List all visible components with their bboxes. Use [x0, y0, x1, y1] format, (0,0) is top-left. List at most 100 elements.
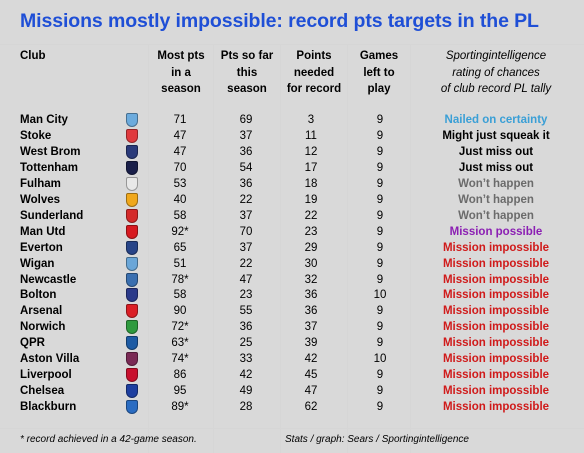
pts-so-far-value: 55 — [239, 305, 253, 318]
club-crest-cell — [120, 335, 144, 351]
table-row: Wigan 51 22 30 9 Mission impossible — [0, 256, 584, 272]
games-left-value: 9 — [376, 114, 384, 126]
header-games-left-line: Games — [359, 50, 399, 62]
rating-value: Just miss out — [458, 145, 534, 158]
sunderland-crest-icon — [126, 208, 138, 223]
most-pts-value: 90 — [173, 305, 187, 318]
club-name: Man Utd — [20, 225, 66, 238]
rating-value: Might just squeak it — [442, 129, 550, 142]
pts-so-far-value: 69 — [239, 114, 253, 126]
club-crest-cell — [120, 160, 144, 176]
most-pts-value: 47 — [173, 145, 187, 158]
header-rating-line: rating of chances — [452, 66, 540, 79]
grid-line — [280, 44, 281, 453]
games-left-value: 9 — [376, 177, 384, 190]
table-row: West Brom 47 36 12 9 Just miss out — [0, 144, 584, 160]
wolves-crest-icon — [126, 192, 138, 207]
header-pts-so-far: Pts so far this season — [214, 48, 280, 100]
most-pts-value: 89* — [171, 401, 189, 414]
points-needed-value: 22 — [304, 209, 318, 222]
pts-so-far-value: 36 — [239, 177, 253, 190]
aston-villa-crest-icon — [126, 352, 138, 367]
games-left-value: 9 — [376, 257, 384, 270]
pts-so-far-value: 22 — [239, 257, 253, 270]
header-games-left: Games left to play — [348, 48, 410, 100]
club-name: Wolves — [20, 193, 61, 206]
most-pts-value: 51 — [173, 257, 187, 270]
games-left-value: 9 — [376, 161, 384, 174]
rating-value: Mission impossible — [442, 353, 550, 366]
rating-value: Mission impossible — [442, 321, 550, 334]
club-crest-cell — [120, 272, 144, 288]
table-row: Newcastle 78* 47 32 9 Mission impossible — [0, 272, 584, 288]
points-needed-value: 17 — [304, 161, 318, 174]
most-pts-value: 92* — [171, 225, 189, 238]
points-needed-value: 39 — [304, 337, 318, 350]
points-needed-value: 36 — [304, 289, 318, 302]
points-needed-value: 32 — [304, 273, 318, 286]
rating-value: Mission impossible — [442, 273, 550, 286]
pts-so-far-value: 23 — [239, 289, 253, 302]
rating-value: Mission impossible — [442, 385, 550, 398]
pts-so-far-value: 54 — [239, 161, 253, 174]
table-row: Blackburn 89* 28 62 9 Mission impossible — [0, 399, 584, 415]
club-name: Man City — [20, 114, 68, 126]
header-pts-so-far-line: Pts so far — [220, 50, 274, 62]
points-needed-value: 42 — [304, 353, 318, 366]
man-city-crest-icon — [126, 113, 138, 127]
points-needed-value: 45 — [304, 369, 318, 382]
points-needed-value: 3 — [307, 114, 315, 126]
norwich-crest-icon — [126, 320, 138, 335]
rating-value: Mission impossible — [442, 241, 550, 254]
club-name: QPR — [20, 337, 45, 350]
club-crest-cell — [120, 399, 144, 415]
points-needed-value: 23 — [304, 225, 318, 238]
games-left-value: 9 — [376, 209, 384, 222]
club-name: Everton — [20, 241, 63, 254]
most-pts-value: 78* — [171, 273, 189, 286]
rating-value: Mission impossible — [442, 257, 550, 270]
club-crest-cell — [120, 144, 144, 160]
rating-value: Won’t happen — [458, 209, 534, 222]
tottenham-crest-icon — [126, 160, 138, 175]
rating-value: Just miss out — [458, 161, 534, 174]
most-pts-value: 47 — [173, 129, 187, 142]
games-left-value: 10 — [373, 289, 387, 302]
grid-line — [347, 44, 348, 453]
header-points-needed-line: for record — [286, 83, 342, 95]
rating-value: Mission possible — [449, 225, 543, 238]
pts-so-far-value: 70 — [239, 225, 253, 238]
club-name: Blackburn — [20, 401, 77, 414]
most-pts-value: 95 — [173, 385, 187, 398]
table-row: QPR 63* 25 39 9 Mission impossible — [0, 335, 584, 351]
liverpool-crest-icon — [126, 368, 138, 383]
pts-so-far-value: 37 — [239, 129, 253, 142]
grid-line — [213, 44, 214, 453]
man-utd-crest-icon — [126, 224, 138, 239]
points-needed-value: 36 — [304, 305, 318, 318]
club-crest-cell — [120, 383, 144, 399]
club-name: Sunderland — [20, 209, 84, 222]
table-row: Wolves 40 22 19 9 Won’t happen — [0, 192, 584, 208]
games-left-value: 9 — [376, 337, 384, 350]
table-row: Everton 65 37 29 9 Mission impossible — [0, 240, 584, 256]
rating-value: Mission impossible — [442, 369, 550, 382]
table-row: Stoke 47 37 11 9 Might just squeak it — [0, 128, 584, 144]
games-left-value: 9 — [376, 321, 384, 334]
club-crest-cell — [120, 176, 144, 192]
most-pts-value: 74* — [171, 353, 189, 366]
club-crest-cell — [120, 367, 144, 383]
club-name: Fulham — [20, 177, 61, 190]
most-pts-value: 71 — [173, 114, 187, 126]
points-needed-value: 11 — [305, 129, 317, 142]
most-pts-value: 70 — [173, 161, 187, 174]
pts-so-far-value: 36 — [239, 321, 253, 334]
blackburn-crest-icon — [126, 400, 138, 415]
header-games-left-line: play — [367, 83, 391, 95]
fulham-crest-icon — [126, 176, 138, 191]
header-most-pts: Most pts in a season — [150, 48, 212, 100]
bolton-crest-icon — [126, 288, 138, 303]
table-row: Norwich 72* 36 37 9 Mission impossible — [0, 319, 584, 335]
club-name: Newcastle — [20, 273, 77, 286]
